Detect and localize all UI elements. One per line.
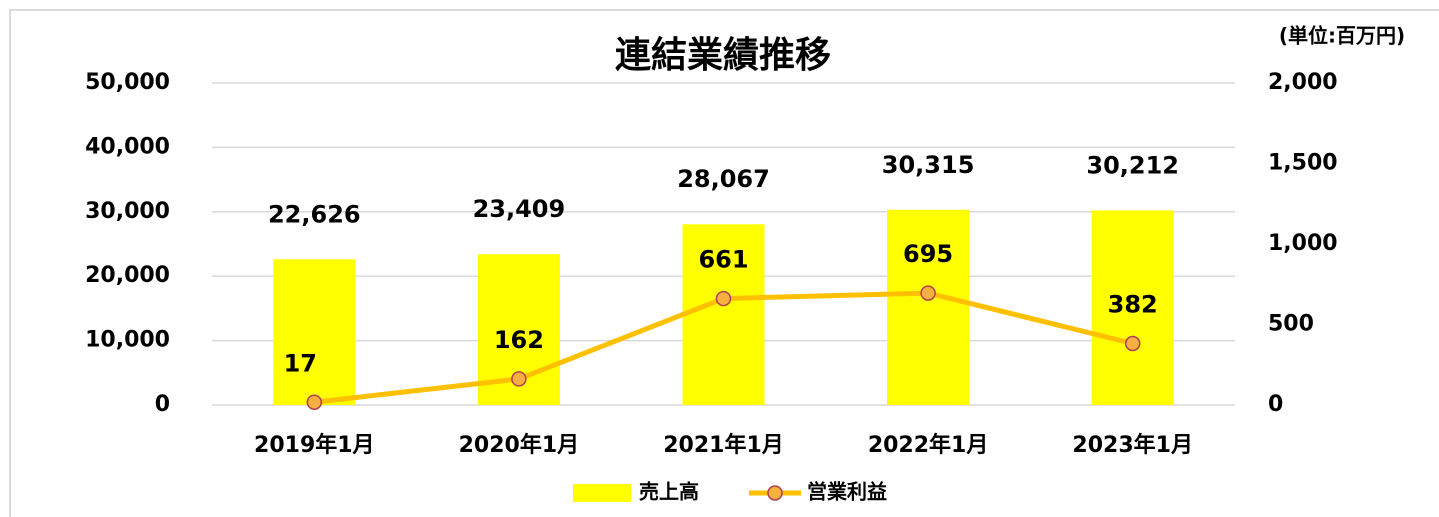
line-marker	[920, 285, 936, 301]
y-tick-label: 10,000	[85, 328, 170, 353]
bar	[273, 259, 356, 405]
bar-value-label: 23,409	[473, 195, 566, 223]
x-tick-label: 2021年1月	[663, 432, 784, 458]
x-tick-label: 2023年1月	[1072, 432, 1193, 458]
y-tick-label: 30,000	[85, 199, 170, 224]
y2-tick-label: 1,000	[1268, 231, 1338, 256]
x-tick-label: 2019年1月	[254, 432, 375, 458]
bar-value-label: 22,626	[268, 200, 361, 228]
legend-swatch	[573, 484, 631, 502]
line-marker	[511, 371, 527, 387]
legend-label: 売上高	[639, 480, 699, 504]
bar	[1091, 210, 1174, 405]
line-marker	[715, 290, 732, 307]
bar-value-label: 30,212	[1086, 151, 1179, 179]
line-value-label: 162	[494, 326, 544, 354]
y-tick-label: 50,000	[85, 70, 170, 95]
line-value-label: 661	[698, 246, 748, 274]
y2-tick-label: 0	[1268, 392, 1283, 417]
bar	[887, 209, 970, 405]
line-value-label: 17	[284, 349, 317, 377]
y2-tick-label: 2,000	[1268, 70, 1338, 95]
legend-label: 営業利益	[807, 480, 887, 504]
y2-tick-label: 500	[1268, 312, 1314, 337]
x-tick-label: 2020年1月	[459, 432, 580, 458]
unit-annotation: (単位:百万円)	[1279, 24, 1405, 48]
line-value-label: 695	[903, 240, 953, 268]
line-marker	[1124, 335, 1141, 352]
bar-value-label: 28,067	[677, 165, 770, 193]
line-value-label: 382	[1108, 290, 1158, 318]
legend-marker	[767, 485, 783, 501]
bar-value-label: 30,315	[882, 151, 975, 179]
y-tick-label: 0	[155, 392, 170, 417]
x-tick-label: 2022年1月	[868, 432, 989, 458]
y2-tick-label: 1,500	[1268, 151, 1338, 176]
chart-title: 連結業績推移	[615, 35, 831, 76]
line-marker	[306, 394, 323, 411]
y-tick-label: 20,000	[85, 263, 170, 288]
bar	[682, 224, 765, 405]
y-tick-label: 40,000	[85, 134, 170, 159]
